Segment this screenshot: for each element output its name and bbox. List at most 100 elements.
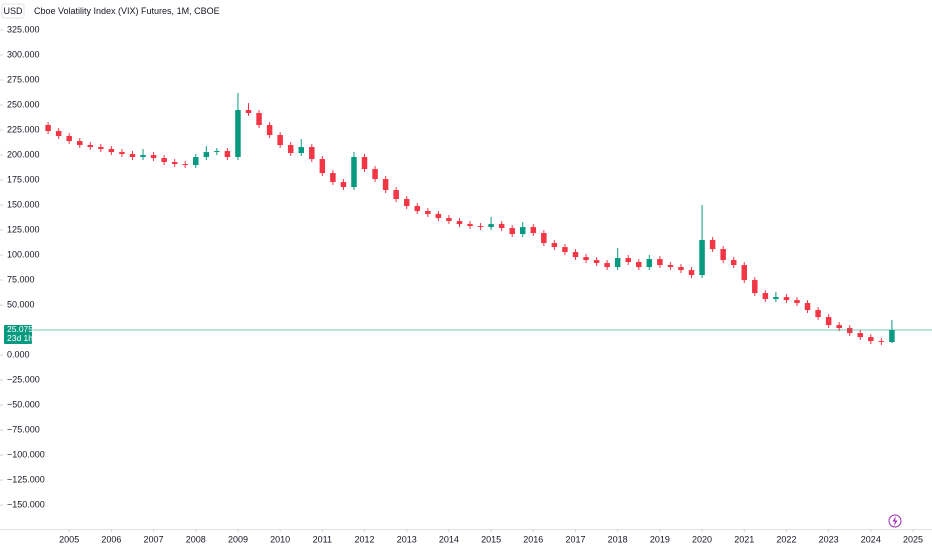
y-tick-label: −50.000 [7,399,40,409]
candle-body [182,164,188,166]
last-price-label: 25.075 [7,324,33,334]
y-tick-label: −150.000 [7,499,45,509]
y-tick-label: 275.000 [7,74,40,84]
candle-body [709,240,716,250]
candle-body [836,325,842,329]
countdown-label: 23d 1h [7,333,33,343]
candle-body [509,228,515,235]
candle-body [351,157,357,188]
y-tick-label: 125.000 [7,224,40,234]
x-tick-label: 2008 [186,534,206,544]
candle-body [699,240,705,276]
flash-circle[interactable] [888,514,902,528]
y-tick-label: 200.000 [7,149,40,159]
candle-body [66,136,72,142]
candle-body [498,224,505,229]
candle-body [287,145,294,154]
candle-body [414,206,421,212]
x-tick-label: 2024 [861,534,881,544]
candle-body [193,157,199,166]
candle-body [330,173,336,183]
candle-body [878,341,885,343]
x-tick-label: 2016 [523,534,543,544]
candle-body [245,110,252,114]
candle-body [667,265,674,268]
candle-body [730,260,737,266]
candle-body [519,227,526,235]
x-tick-label: 2012 [355,534,375,544]
candle-body [551,243,558,248]
y-tick-label: −75.000 [7,424,40,434]
candle-body [446,218,452,222]
candle-body [593,260,600,264]
x-tick-label: 2013 [397,534,417,544]
x-tick-label: 2021 [734,534,754,544]
candle-body [889,329,895,343]
candle-body [150,155,157,159]
candle-body [720,249,726,261]
candle-body [636,262,642,268]
x-tick-label: 2022 [776,534,796,544]
y-tick-label: 50.000 [7,299,35,309]
candle-body [678,267,684,271]
candle-body [794,300,800,304]
candle-body [277,135,283,146]
y-tick-label: 75.000 [7,274,35,284]
candle-body [562,247,568,253]
candle-body [646,259,653,268]
x-tick-label: 2020 [692,534,712,544]
candle-body [846,328,853,334]
y-tick-label: 150.000 [7,199,40,209]
currency-box [1,3,25,19]
candle-body [488,224,494,228]
candle-body [319,159,326,174]
candle-body [203,152,210,158]
candle-body [741,265,747,281]
chart-title: Cboe Volatility Index (VIX) Futures, 1M,… [34,6,220,16]
candle-body [783,297,790,301]
x-tick-label: 2018 [608,534,628,544]
candle-body [456,221,463,225]
candle-body [171,162,178,165]
candle-body [403,199,410,207]
candle-body [477,226,484,228]
candle-body [235,110,241,158]
x-tick-label: 2009 [228,534,248,544]
flash-icon[interactable] [888,514,902,528]
x-tick-label: 2007 [144,534,164,544]
flash-bolt[interactable] [892,516,898,526]
candle-body [868,337,874,342]
candle-body [614,258,621,268]
currency: USD [3,6,23,16]
candle-body [393,190,399,200]
candle-body [256,113,262,126]
candle-body [583,257,589,261]
candle-body [657,259,663,266]
candle-body [361,157,368,170]
candle-body [340,182,347,188]
y-tick-label: −125.000 [7,474,45,484]
candle-body [752,280,758,294]
y-tick-label: 100.000 [7,249,40,259]
x-tick-label: 2019 [650,534,670,544]
candle-body [98,147,104,150]
candle-body [435,214,442,219]
candle-body [372,169,378,180]
candle-body [804,303,811,311]
candle-body [815,310,821,318]
candle-body [425,211,431,215]
candle-body [467,224,473,227]
y-tick-label: 325.000 [7,24,40,34]
candle-body [214,151,220,153]
candle-body [298,147,304,154]
candle-body [161,158,167,163]
last-price-box [4,324,32,344]
candle-body [857,333,864,338]
candle-body [825,317,832,326]
candle-body [382,179,389,191]
x-tick-label: 2010 [270,534,290,544]
candle-body [55,131,62,137]
candle-body [688,270,695,276]
